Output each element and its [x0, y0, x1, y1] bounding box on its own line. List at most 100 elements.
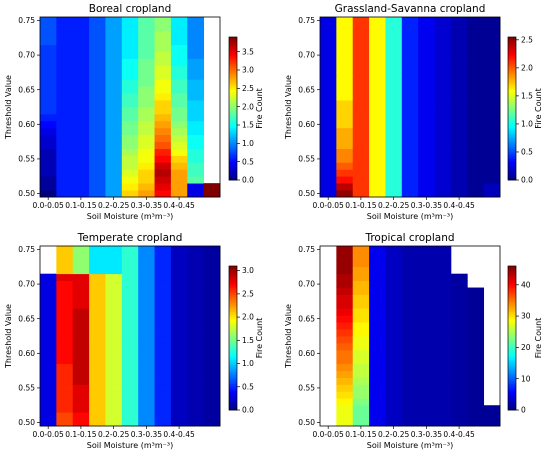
heatmap-cell — [187, 23, 205, 32]
heatmap-cell — [320, 51, 337, 59]
colorbar-segment — [229, 376, 237, 380]
heatmap-cell — [89, 17, 106, 25]
colorbar-tick-label: 2.0 — [521, 63, 533, 72]
heatmap-cell — [450, 391, 468, 399]
colorbar-segment — [508, 177, 516, 181]
heatmap-cell — [121, 120, 139, 129]
heatmap-cell — [121, 412, 139, 420]
heatmap-cell — [40, 329, 57, 337]
heatmap-cell — [187, 72, 205, 80]
heatmap-cell — [203, 246, 221, 254]
colorbar-segment — [508, 129, 516, 133]
heatmap-cell — [418, 294, 435, 302]
heatmap-cell — [418, 113, 435, 122]
heatmap-cell — [105, 315, 123, 323]
heatmap-cell — [121, 134, 139, 143]
heatmap-cell — [89, 259, 106, 268]
colorbar-segment — [229, 84, 237, 88]
heatmap-cell — [56, 349, 74, 358]
colorbar-segment — [229, 371, 237, 375]
colorbar-segment — [508, 393, 516, 396]
heatmap-cell — [170, 308, 188, 316]
heatmap-cell — [138, 44, 155, 53]
heatmap-cell — [170, 100, 188, 108]
heatmap-cell — [187, 65, 205, 73]
heatmap-cell — [89, 384, 106, 392]
heatmap-cell — [401, 17, 419, 25]
heatmap-cell — [434, 308, 452, 316]
heatmap-cell — [434, 377, 452, 385]
heatmap-cell — [56, 17, 74, 25]
heatmap-cell — [40, 315, 57, 323]
colorbar-segment — [229, 91, 237, 95]
heatmap-cell — [72, 72, 90, 80]
chart-title: Temperate cropland — [77, 232, 183, 244]
heatmap-cell — [483, 86, 501, 94]
colorbar-segment — [508, 297, 516, 300]
heatmap-cell — [154, 148, 172, 156]
colorbar-tick-label: 1.5 — [242, 336, 254, 345]
colorbar-segment — [508, 388, 516, 392]
heatmap-cell — [483, 183, 501, 191]
heatmap-cell — [187, 44, 205, 53]
heatmap-cell — [170, 287, 188, 295]
heatmap-cell — [154, 336, 172, 344]
heatmap-cell — [336, 336, 354, 344]
heatmap-cell — [138, 336, 155, 344]
heatmap-cell — [138, 107, 155, 115]
heatmap-cell — [40, 322, 57, 330]
heatmap-cell — [203, 370, 221, 378]
heatmap-cell — [170, 113, 188, 122]
heatmap-cell — [467, 329, 485, 337]
heatmap-cell — [352, 315, 370, 323]
heatmap-cell — [352, 93, 370, 101]
heatmap-cell — [187, 273, 205, 282]
heatmap-cell — [56, 169, 74, 177]
colorbar-segment — [229, 58, 237, 62]
y-tick-label: 0.50 — [18, 189, 35, 198]
heatmap-cell — [187, 93, 205, 101]
heatmap-cell — [187, 113, 205, 122]
heatmap-cell — [40, 301, 57, 309]
heatmap-cell — [154, 273, 172, 282]
colorbar-segment — [508, 294, 516, 298]
heatmap-cell — [434, 252, 452, 261]
colorbar-segment — [508, 127, 516, 131]
colorbar-segment — [229, 378, 237, 382]
heatmap-cell — [121, 148, 139, 156]
heatmap-cell — [154, 322, 172, 330]
heatmap-cell — [121, 391, 139, 399]
heatmap-cell — [450, 308, 468, 316]
heatmap-cell — [187, 86, 205, 94]
heatmap-cell — [203, 280, 221, 288]
heatmap-cell — [369, 273, 386, 282]
heatmap-cell — [105, 398, 123, 406]
heatmap-cell — [170, 266, 188, 275]
heatmap-cell — [56, 266, 74, 275]
heatmap-cell — [369, 58, 386, 66]
colorbar-segment — [508, 106, 516, 109]
heatmap-cell — [170, 162, 188, 170]
colorbar-segment — [508, 395, 516, 399]
colorbar-segment — [508, 96, 516, 100]
heatmap-cell — [467, 419, 485, 427]
heatmap-cell — [138, 183, 155, 191]
heatmap-cell — [56, 273, 74, 282]
heatmap-cell — [203, 287, 221, 295]
heatmap-cell — [105, 79, 123, 87]
heatmap-cell — [154, 141, 172, 149]
heatmap-cell — [336, 134, 354, 143]
heatmap-cell — [154, 412, 172, 420]
heatmap-cell — [401, 315, 419, 323]
heatmap-cell — [467, 308, 485, 316]
heatmap-cell — [105, 30, 123, 39]
heatmap-cell — [187, 169, 205, 177]
heatmap-cell — [40, 72, 57, 80]
heatmap-cell — [105, 246, 123, 254]
heatmap-cell — [170, 398, 188, 406]
colorbar-segment — [508, 342, 516, 346]
heatmap-cell — [170, 370, 188, 378]
heatmap-cell — [121, 37, 139, 46]
colorbar-segment — [229, 374, 237, 377]
heatmap-cell — [450, 398, 468, 406]
